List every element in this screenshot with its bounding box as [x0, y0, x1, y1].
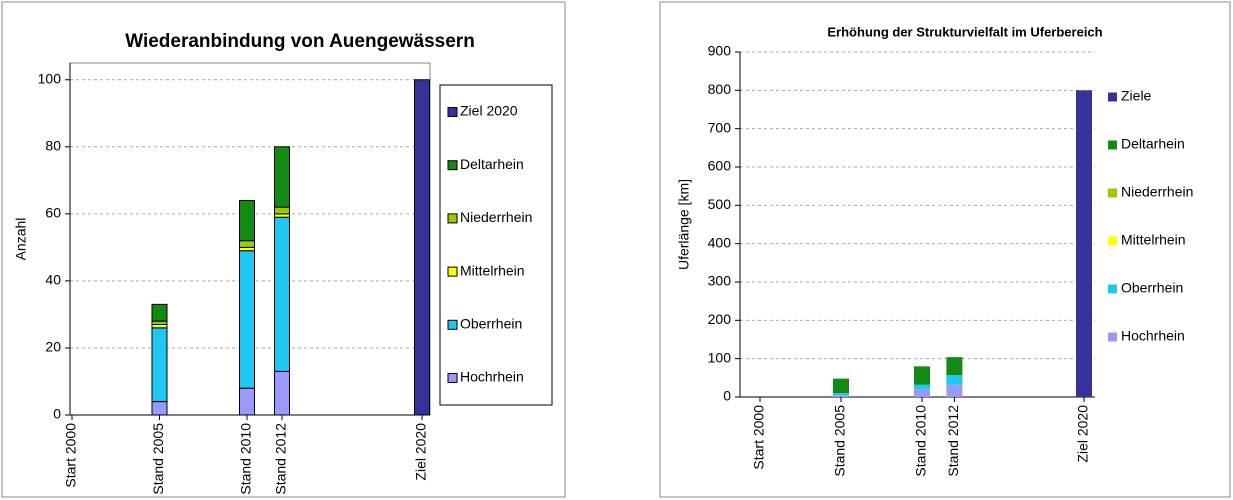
bar-segment	[274, 213, 290, 218]
y-tick-label: 100	[38, 70, 62, 86]
legend-label: Mittelrhein	[460, 262, 525, 278]
bar-segment	[833, 378, 849, 394]
y-axis-label: Uferlänge [km]	[676, 179, 692, 270]
legend-swatch	[1108, 140, 1117, 150]
bar-segment	[946, 375, 963, 385]
x-tick-label: Stand 2005	[150, 423, 166, 495]
chart-frame	[659, 1, 1231, 498]
y-tick-label: 0	[53, 406, 61, 422]
y-tick-label: 600	[708, 158, 732, 174]
bar-segment	[414, 79, 430, 416]
legend-box	[439, 84, 553, 406]
bar-segment	[151, 401, 168, 416]
bar-segment	[274, 146, 290, 208]
legend-label: Oberrhein	[1121, 280, 1183, 296]
legend-swatch	[447, 319, 458, 330]
legend-swatch	[1108, 236, 1117, 246]
bar-segment	[914, 384, 930, 390]
x-tick-label: Start 2000	[63, 423, 79, 488]
x-tick-label: Stand 2010	[913, 405, 929, 477]
x-tick-label: Stand 2010	[238, 423, 254, 495]
bar-segment	[274, 216, 290, 372]
legend-label: Ziel 2020	[460, 103, 518, 119]
legend-label: Niederrhein	[460, 209, 532, 225]
bar-segment	[914, 389, 930, 397]
bar-segment	[274, 370, 290, 416]
y-tick-label: 400	[708, 234, 732, 250]
bar-segment	[239, 240, 255, 248]
y-tick-label: 700	[708, 119, 732, 135]
y-tick-label: 800	[708, 81, 732, 97]
legend-label: Hochrhein	[1121, 328, 1185, 344]
legend-swatch	[1108, 188, 1117, 198]
bar-segment	[946, 384, 963, 397]
legend-swatch	[1108, 284, 1117, 294]
y-tick-label: 60	[45, 205, 61, 221]
y-tick-label: 0	[723, 388, 731, 404]
y-tick-label: 900	[708, 43, 732, 59]
y-axis-label: Anzahl	[13, 218, 29, 261]
bar-segment	[239, 199, 255, 242]
chart-title: Erhöhung der Strukturvielfalt im Uferber…	[827, 24, 1102, 39]
x-tick-label: Stand 2012	[273, 423, 289, 495]
legend-swatch	[1108, 92, 1117, 102]
bar-segment	[239, 250, 255, 389]
bar-segment	[151, 327, 168, 403]
legend-label: Mittelrhein	[1121, 232, 1186, 248]
bar-segment	[151, 303, 168, 322]
y-tick-label: 100	[708, 349, 732, 365]
y-tick-label: 500	[708, 196, 732, 212]
legend-label: Oberrhein	[460, 316, 522, 332]
x-tick-label: Start 2000	[751, 405, 767, 470]
legend-swatch	[1108, 332, 1117, 342]
chart-title: Wiederanbindung von Auengewässern	[125, 31, 475, 52]
y-tick-label: 80	[45, 138, 61, 154]
bar-segment	[1076, 90, 1092, 397]
legend-label: Niederrhein	[1121, 184, 1193, 200]
legend-label: Ziele	[1121, 88, 1152, 104]
y-tick-label: 300	[708, 273, 732, 289]
bar-segment	[151, 320, 168, 325]
y-tick-label: 200	[708, 311, 732, 327]
bar-segment	[274, 206, 290, 215]
x-tick-label: Ziel 2020	[1075, 405, 1091, 463]
legend-label: Hochrhein	[460, 369, 524, 385]
bar-segment	[914, 366, 930, 385]
legend-swatch	[447, 213, 458, 224]
x-tick-label: Stand 2012	[945, 405, 961, 477]
legend-swatch	[447, 107, 458, 117]
bar-segment	[833, 395, 849, 397]
legend-swatch	[447, 266, 458, 277]
bar-segment	[239, 246, 255, 252]
legend-swatch	[447, 160, 458, 171]
bar-segment	[151, 323, 168, 329]
x-tick-label: Ziel 2020	[413, 423, 429, 481]
legend-label: Deltarhein	[1121, 136, 1185, 152]
x-tick-label: Stand 2005	[832, 405, 848, 477]
y-tick-label: 20	[45, 339, 61, 355]
bar-segment	[239, 387, 255, 416]
y-tick-label: 40	[45, 272, 61, 288]
bar-segment	[946, 357, 963, 376]
bar-segment	[833, 393, 849, 396]
legend-swatch	[447, 373, 458, 383]
legend-label: Deltarhein	[460, 156, 524, 172]
